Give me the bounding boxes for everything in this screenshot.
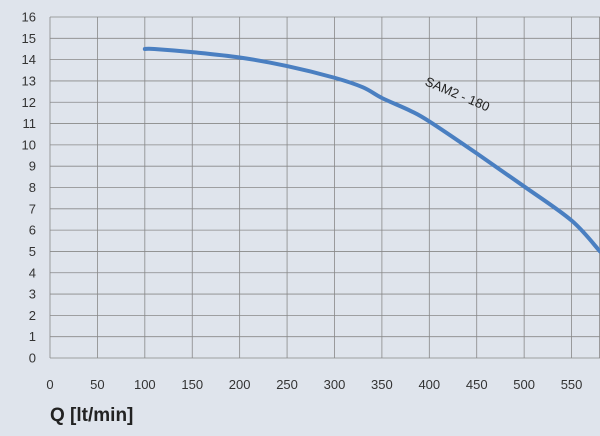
x-tick-label: 200 xyxy=(229,377,251,392)
series-line xyxy=(142,46,600,254)
y-tick-label: 5 xyxy=(29,244,36,259)
x-tick-label: 150 xyxy=(181,377,203,392)
y-tick-label: 6 xyxy=(29,223,36,238)
y-tick-label: 14 xyxy=(22,52,36,67)
x-tick-label: 250 xyxy=(276,377,298,392)
y-tick-label: 10 xyxy=(22,137,36,152)
y-tick-label: 16 xyxy=(22,10,36,25)
x-tick-label: 350 xyxy=(371,377,393,392)
x-axis-title: Q [lt/min] xyxy=(50,405,133,426)
x-tick-label: 0 xyxy=(46,377,53,392)
y-tick-label: 9 xyxy=(29,159,36,174)
x-tick-label: 100 xyxy=(134,377,156,392)
x-tick-label: 550 xyxy=(561,377,583,392)
x-tick-label: 400 xyxy=(418,377,440,392)
y-tick-label: 1 xyxy=(29,329,36,344)
x-tick-label: 500 xyxy=(513,377,535,392)
y-tick-label: 11 xyxy=(23,116,37,131)
y-tick-label: 7 xyxy=(29,201,36,216)
series-lines: SAM2 - 180 xyxy=(142,46,600,254)
x-axis-ticks: 0 50 100 150 200 250 300 350 400 450 500 550 xyxy=(46,377,582,392)
y-tick-label: 13 xyxy=(22,73,36,88)
grid xyxy=(49,16,600,359)
x-tick-label: 50 xyxy=(90,377,104,392)
series-label: SAM2 - 180 xyxy=(423,74,492,115)
y-tick-label: 4 xyxy=(29,265,36,280)
y-tick-label: 3 xyxy=(29,287,36,302)
y-tick-label: 15 xyxy=(22,31,36,46)
y-tick-label: 12 xyxy=(22,95,36,110)
x-tick-label: 300 xyxy=(324,377,346,392)
y-tick-label: 8 xyxy=(29,180,36,195)
y-tick-label: 2 xyxy=(29,308,36,323)
y-tick-label: 0 xyxy=(29,351,36,366)
x-tick-label: 450 xyxy=(466,377,488,392)
